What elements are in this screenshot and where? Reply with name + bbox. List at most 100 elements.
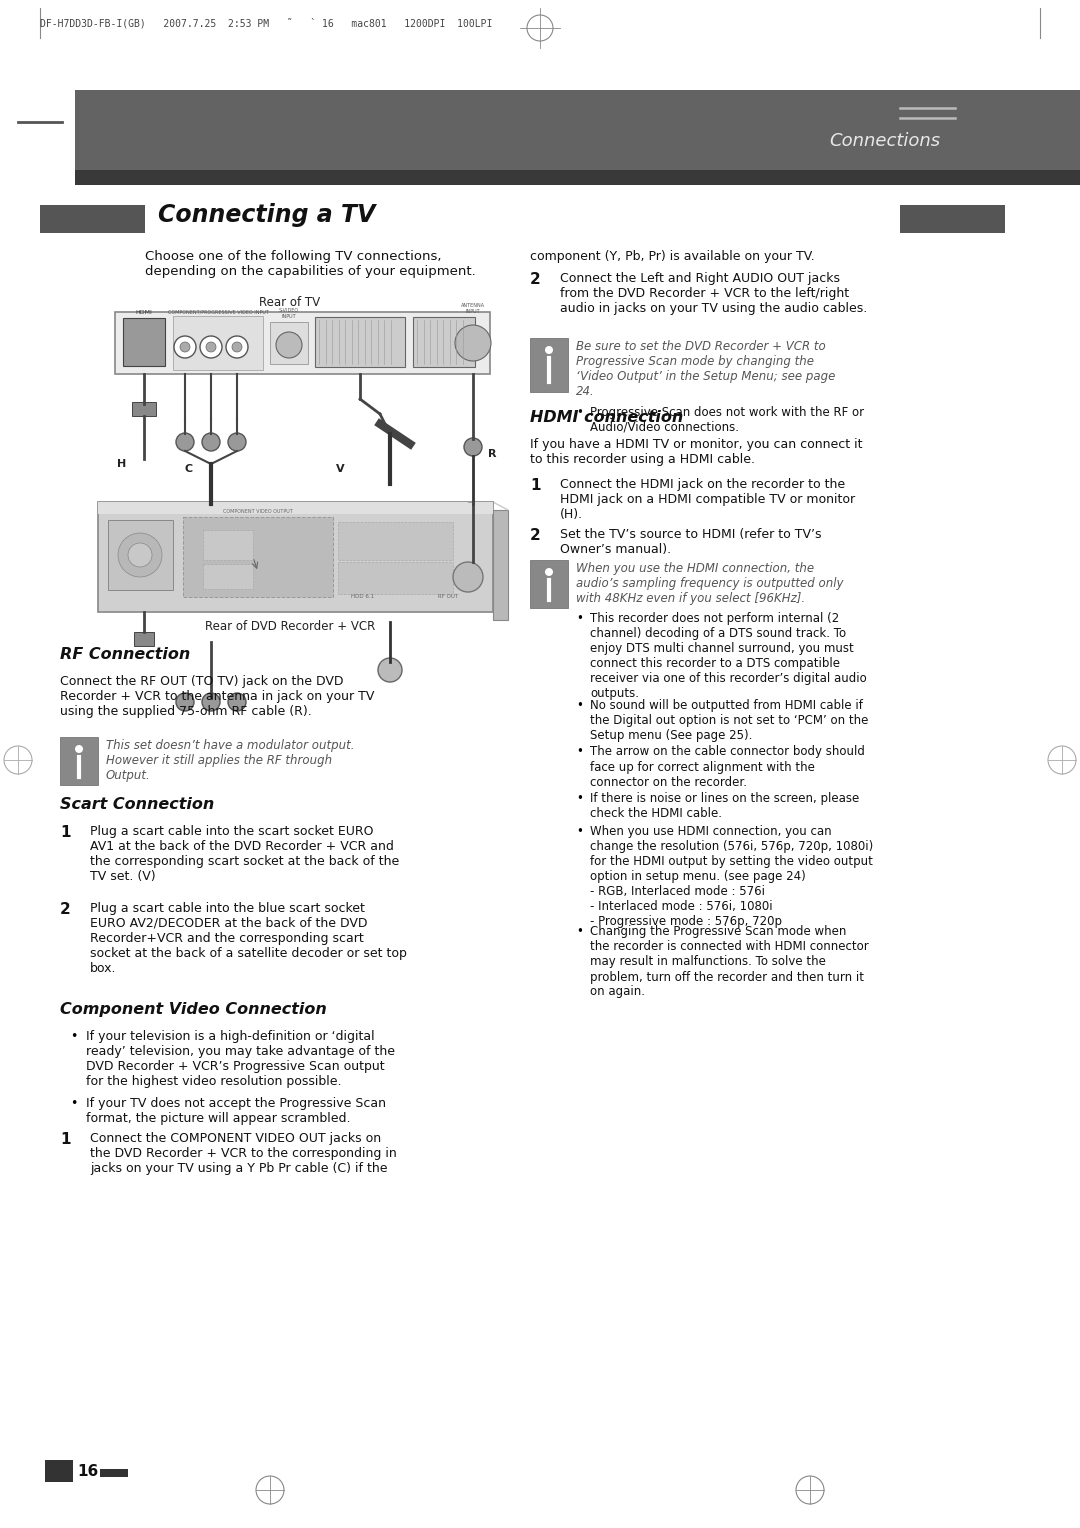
Text: When you use HDMI connection, you can
change the resolution (576i, 576p, 720p, 1: When you use HDMI connection, you can ch… xyxy=(590,825,874,927)
Text: When you use the HDMI connection, the
audio’s sampling frequency is outputted on: When you use the HDMI connection, the au… xyxy=(576,562,843,605)
Circle shape xyxy=(378,659,402,681)
Text: C: C xyxy=(185,465,193,474)
Text: DF-H7DD3D-FB-I(GB)   2007.7.25  2:53 PM   ˜   ` 16   mac801   1200DPI  100LPI: DF-H7DD3D-FB-I(GB) 2007.7.25 2:53 PM ˜ `… xyxy=(40,18,492,29)
Bar xyxy=(413,316,475,367)
Bar xyxy=(173,316,264,370)
Text: •: • xyxy=(576,698,583,712)
Text: HDD 6.1: HDD 6.1 xyxy=(351,594,375,599)
Text: •: • xyxy=(576,926,583,938)
Text: •: • xyxy=(576,825,583,837)
Text: If your television is a high-definition or ‘digital
ready’ television, you may t: If your television is a high-definition … xyxy=(86,1030,395,1088)
Text: Connect the Left and Right AUDIO OUT jacks
from the DVD Recorder + VCR to the le: Connect the Left and Right AUDIO OUT jac… xyxy=(561,272,867,315)
Text: V: V xyxy=(336,465,345,474)
Bar xyxy=(60,736,98,785)
Text: Choose one of the following TV connections,
depending on the capabilities of you: Choose one of the following TV connectio… xyxy=(145,251,476,278)
Text: R: R xyxy=(488,449,497,458)
Text: RF Connection: RF Connection xyxy=(60,646,190,662)
Text: The arrow on the cable connector body should
face up for correct alignment with : The arrow on the cable connector body sh… xyxy=(590,746,865,788)
Bar xyxy=(183,516,333,597)
Bar xyxy=(45,1459,73,1482)
Text: H: H xyxy=(117,458,126,469)
Text: This set doesn’t have a modulator output.
However it still applies the RF throug: This set doesn’t have a modulator output… xyxy=(106,740,354,782)
Circle shape xyxy=(176,432,194,451)
Text: •: • xyxy=(70,1097,78,1109)
Bar xyxy=(75,170,1080,185)
Text: HDMI: HDMI xyxy=(136,310,152,315)
Circle shape xyxy=(226,336,248,358)
Bar xyxy=(492,510,508,620)
Text: Connect the COMPONENT VIDEO OUT jacks on
the DVD Recorder + VCR to the correspon: Connect the COMPONENT VIDEO OUT jacks on… xyxy=(90,1132,396,1175)
Bar xyxy=(134,633,154,646)
Text: •: • xyxy=(576,406,583,419)
Circle shape xyxy=(228,432,246,451)
Text: 1: 1 xyxy=(530,478,540,494)
Circle shape xyxy=(202,432,220,451)
Text: Connect the HDMI jack on the recorder to the
HDMI jack on a HDMI compatible TV o: Connect the HDMI jack on the recorder to… xyxy=(561,478,855,521)
Text: •: • xyxy=(576,792,583,805)
Bar xyxy=(98,503,492,513)
Text: Connect the RF OUT (TO TV) jack on the DVD
Recorder + VCR to the antenna in jack: Connect the RF OUT (TO TV) jack on the D… xyxy=(60,675,375,718)
Bar xyxy=(338,523,453,559)
Text: •: • xyxy=(70,1030,78,1044)
Circle shape xyxy=(206,342,216,351)
Text: 1: 1 xyxy=(60,825,70,840)
Text: Connections: Connections xyxy=(828,131,940,150)
Bar xyxy=(114,312,490,374)
Circle shape xyxy=(75,746,83,753)
Text: S-VIDEO
INPUT: S-VIDEO INPUT xyxy=(279,309,299,319)
Text: COMPONENT VIDEO OUTPUT: COMPONENT VIDEO OUTPUT xyxy=(224,509,293,513)
Text: •: • xyxy=(576,746,583,758)
Circle shape xyxy=(118,533,162,578)
Circle shape xyxy=(276,332,302,358)
Circle shape xyxy=(232,342,242,351)
Bar xyxy=(40,205,145,232)
Bar xyxy=(270,322,308,364)
Text: •: • xyxy=(576,613,583,625)
Text: HDMI connection: HDMI connection xyxy=(530,410,684,425)
Text: Scart Connection: Scart Connection xyxy=(60,798,214,811)
Text: Rear of TV: Rear of TV xyxy=(259,296,321,309)
Text: If there is noise or lines on the screen, please
check the HDMI cable.: If there is noise or lines on the screen… xyxy=(590,792,860,821)
Text: Rear of DVD Recorder + VCR: Rear of DVD Recorder + VCR xyxy=(205,620,375,633)
Bar xyxy=(203,564,253,588)
Text: 2: 2 xyxy=(530,529,541,542)
Circle shape xyxy=(200,336,222,358)
Text: Set the TV’s source to HDMI (refer to TV’s
Owner’s manual).: Set the TV’s source to HDMI (refer to TV… xyxy=(561,529,822,556)
Circle shape xyxy=(453,562,483,591)
Bar xyxy=(530,559,568,608)
Text: 2: 2 xyxy=(530,272,541,287)
Circle shape xyxy=(129,542,152,567)
Bar xyxy=(100,1468,129,1478)
Text: Connecting a TV: Connecting a TV xyxy=(158,203,376,228)
Circle shape xyxy=(228,694,246,711)
Text: 16: 16 xyxy=(77,1464,98,1479)
Circle shape xyxy=(202,694,220,711)
Text: Progressive Scan does not work with the RF or
Audio/Video connections.: Progressive Scan does not work with the … xyxy=(590,406,864,434)
Text: 1: 1 xyxy=(60,1132,70,1148)
Text: Component Video Connection: Component Video Connection xyxy=(60,1002,327,1018)
Circle shape xyxy=(545,345,553,354)
Text: RF OUT: RF OUT xyxy=(437,594,458,599)
Text: Plug a scart cable into the scart socket EURO
AV1 at the back of the DVD Recorde: Plug a scart cable into the scart socket… xyxy=(90,825,400,883)
Bar xyxy=(132,402,156,416)
Text: No sound will be outputted from HDMI cable if
the Digital out option is not set : No sound will be outputted from HDMI cab… xyxy=(590,698,868,743)
Bar xyxy=(900,205,1005,232)
Bar xyxy=(108,520,173,590)
Circle shape xyxy=(464,439,482,455)
Text: component (Y, Pb, Pr) is available on your TV.: component (Y, Pb, Pr) is available on yo… xyxy=(530,251,814,263)
Polygon shape xyxy=(492,503,508,510)
Circle shape xyxy=(545,568,553,576)
Text: COMPONENT/PROGRESSIVE VIDEO INPUT: COMPONENT/PROGRESSIVE VIDEO INPUT xyxy=(167,310,269,315)
Bar xyxy=(98,503,492,613)
Text: If your TV does not accept the Progressive Scan
format, the picture will appear : If your TV does not accept the Progressi… xyxy=(86,1097,386,1125)
Circle shape xyxy=(180,342,190,351)
Circle shape xyxy=(176,694,194,711)
Text: Plug a scart cable into the blue scart socket
EURO AV2/DECODER at the back of th: Plug a scart cable into the blue scart s… xyxy=(90,902,407,975)
Bar xyxy=(203,530,253,559)
Text: If you have a HDMI TV or monitor, you can connect it
to this recorder using a HD: If you have a HDMI TV or monitor, you ca… xyxy=(530,439,863,466)
Bar xyxy=(338,562,453,594)
Bar xyxy=(123,318,165,367)
Bar xyxy=(75,90,1080,180)
Bar xyxy=(315,316,405,367)
Circle shape xyxy=(174,336,195,358)
